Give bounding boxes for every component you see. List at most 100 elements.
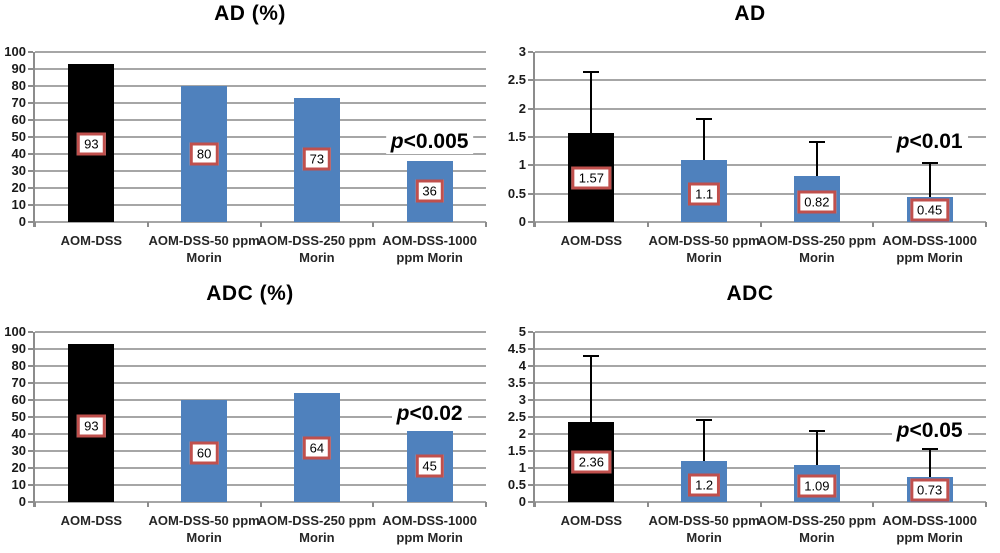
y-gridline — [535, 450, 986, 452]
data-label: 1.2 — [688, 473, 721, 497]
y-axis-tick — [28, 170, 33, 172]
y-gridline — [535, 164, 986, 167]
panel-ad-percent: AD (%) 0 10 20 30 40 50 60 70 80 90 100 93 80 73 36 p<0… — [0, 0, 500, 280]
y-gridline — [35, 68, 486, 70]
y-axis-tick — [28, 221, 33, 223]
error-bar-cap — [583, 354, 600, 357]
y-gridline — [535, 79, 986, 82]
error-bar-cap — [696, 117, 713, 120]
y-tick-label: 1 — [518, 460, 526, 475]
y-gridline — [35, 187, 486, 189]
x-axis-tick — [485, 222, 487, 227]
y-gridline — [535, 484, 986, 486]
y-tick-label: 90 — [11, 61, 26, 76]
y-tick-label: 90 — [11, 341, 26, 356]
error-bar-line — [815, 430, 818, 465]
y-axis-tick — [28, 331, 33, 333]
y-tick-label: 4.5 — [507, 341, 526, 356]
x-axis-tick — [759, 222, 762, 227]
y-axis-tick — [28, 119, 33, 121]
data-label: 73 — [302, 147, 332, 171]
y-axis-line — [33, 332, 35, 507]
y-tick-label: 20 — [11, 460, 26, 475]
category-label: AOM-DSS — [560, 513, 623, 528]
y-axis-tick — [28, 467, 33, 469]
p-value-italic-p: p — [390, 130, 404, 154]
y-axis-tick — [28, 187, 33, 189]
y-gridline — [35, 136, 486, 138]
error-bar-line — [590, 71, 593, 134]
p-value-threshold: <0.01 — [909, 130, 963, 154]
x-axis-tick — [985, 222, 987, 227]
error-bar-line — [815, 141, 818, 176]
y-gridline — [35, 365, 486, 367]
y-tick-label: 50 — [11, 129, 26, 144]
y-axis-tick — [28, 399, 33, 401]
p-value-threshold: <0.05 — [909, 419, 963, 443]
p-value-annotation: p<0.02 — [391, 401, 468, 426]
y-gridline — [35, 170, 486, 172]
y-tick-label: 0 — [18, 494, 26, 509]
y-tick-label: 80 — [11, 358, 26, 373]
x-axis-tick — [146, 222, 149, 227]
y-tick-label: 20 — [11, 180, 26, 195]
category-label: AOM-DSS-1000 ppm Morin — [382, 513, 477, 545]
category-label: AOM-DSS-250 ppm Morin — [257, 233, 377, 265]
data-label: 93 — [77, 414, 106, 437]
y-tick-label: 10 — [11, 197, 26, 212]
data-label: 1.1 — [688, 182, 721, 206]
y-tick-label: 100 — [4, 44, 26, 59]
y-tick-label: 70 — [11, 375, 26, 390]
category-label: AOM-DSS — [560, 233, 623, 248]
y-gridline — [535, 107, 986, 110]
y-tick-label: 100 — [4, 324, 26, 339]
y-gridline — [535, 467, 986, 469]
y-tick-label: 3 — [518, 44, 526, 59]
x-axis-tick — [872, 502, 875, 507]
y-axis-tick — [28, 501, 33, 503]
y-tick-label: 0 — [518, 494, 526, 509]
p-value-italic-p: p — [396, 401, 410, 425]
y-axis-line — [533, 332, 535, 507]
y-gridline — [35, 484, 486, 486]
data-label: 0.73 — [909, 478, 950, 502]
y-gridline — [35, 85, 486, 87]
y-axis-tick — [28, 136, 33, 138]
y-axis-tick — [528, 365, 533, 367]
y-gridline — [535, 399, 986, 401]
y-axis-tick — [528, 136, 533, 138]
y-axis-tick — [28, 365, 33, 367]
y-tick-label: 50 — [11, 409, 26, 424]
y-tick-label: 10 — [11, 477, 26, 492]
x-axis-tick — [534, 502, 536, 507]
y-gridline — [35, 450, 486, 452]
y-tick-label: 40 — [11, 426, 26, 441]
y-gridline — [35, 467, 486, 469]
y-tick-label: 1 — [518, 157, 526, 173]
y-gridline — [535, 51, 986, 53]
y-tick-label: 3.5 — [507, 375, 526, 390]
y-tick-label: 3 — [518, 392, 526, 407]
category-label: AOM-DSS-50 ppm Morin — [648, 233, 760, 265]
data-label: 80 — [189, 142, 219, 166]
y-gridline — [535, 433, 986, 435]
error-bar-line — [928, 449, 931, 478]
y-tick-label: 40 — [11, 146, 26, 161]
y-tick-label: 60 — [11, 112, 26, 127]
y-axis-tick — [528, 467, 533, 469]
chart-title-ad: AD — [734, 2, 766, 25]
y-axis-tick — [28, 416, 33, 418]
y-gridline — [535, 416, 986, 418]
y-gridline — [35, 119, 486, 121]
data-label: 60 — [189, 441, 219, 465]
error-bar-cap — [921, 161, 938, 164]
x-axis-tick — [985, 502, 987, 507]
y-tick-label: 30 — [11, 443, 26, 458]
category-label: AOM-DSS-50 ppm Morin — [648, 513, 760, 545]
y-tick-label: 80 — [11, 78, 26, 93]
y-axis-tick — [28, 433, 33, 435]
y-axis-tick — [528, 221, 533, 223]
chart-title-ad-percent: AD (%) — [214, 2, 286, 25]
x-axis-tick — [146, 502, 149, 507]
